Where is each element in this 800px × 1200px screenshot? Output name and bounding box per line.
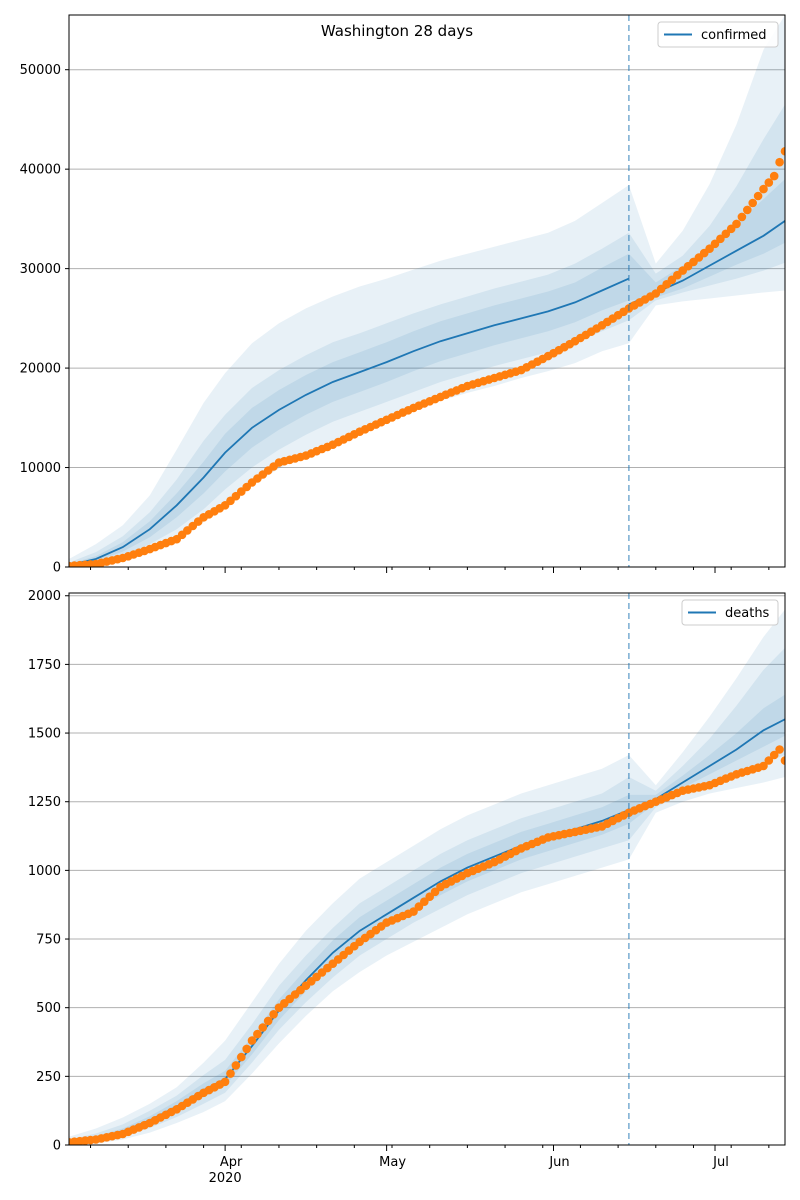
xtick-label: May: [379, 1155, 406, 1170]
xtick-label: Apr: [220, 1155, 243, 1170]
deaths-ytick-label: 1000: [28, 864, 61, 879]
deaths-observed-point: [780, 756, 785, 765]
deaths-legend: deaths: [681, 599, 779, 626]
confirmed-observed-point: [743, 205, 752, 215]
xtick-year-label: 2020: [209, 1171, 242, 1186]
confirmed-observed-point: [753, 191, 763, 201]
confirmed-plot-area: [69, 15, 785, 567]
confirmed-axes-frame: [68, 14, 786, 568]
confirmed-observed-point: [710, 239, 720, 249]
deaths-ytick-label: 1500: [28, 727, 61, 742]
confirmed-band-1: [69, 104, 785, 567]
xtick-label: Jun: [548, 1155, 569, 1170]
confirmed-observed-point: [737, 212, 747, 222]
confirmed-ytick-label: 0: [53, 561, 61, 576]
deaths-observed-point: [220, 1077, 230, 1087]
deaths-legend-label: deaths: [725, 606, 770, 621]
deaths-ytick-label: 2000: [28, 589, 61, 604]
confirmed-observed-point: [769, 171, 779, 181]
deaths-observed-point: [242, 1044, 251, 1054]
chart-title: Washington 28 days: [321, 22, 473, 40]
deaths-observed-point: [258, 1023, 268, 1032]
confirmed-ytick-label: 40000: [20, 163, 61, 178]
confirmed-legend-label: confirmed: [701, 28, 767, 43]
confirmed-observed-point: [732, 219, 741, 229]
confirmed-ytick-label: 10000: [20, 461, 61, 476]
confirmed-band-0: [69, 15, 785, 567]
deaths-ytick-label: 1250: [28, 795, 61, 810]
confirmed-panel: 0 10000 20000 30000 40000 50000 confirmed: [20, 14, 786, 576]
deaths-ytick-label: 0: [53, 1139, 61, 1154]
deaths-observed-point: [420, 897, 429, 906]
deaths-observed-point: [764, 756, 774, 765]
confirmed-observed-point: [780, 146, 785, 156]
confirmed-observed-point: [716, 234, 725, 244]
deaths-observed-point: [263, 1016, 273, 1026]
confirmed-observed-point: [721, 229, 731, 239]
confirmed-model-line: [69, 277, 630, 566]
deaths-observed-point: [769, 750, 779, 760]
deaths-axes-frame: [68, 592, 786, 1146]
xtick-label: Jul: [712, 1155, 729, 1170]
deaths-ytick-label: 500: [36, 1001, 61, 1016]
confirmed-ytick-label: 50000: [20, 63, 61, 78]
confirmed-observed-point: [748, 198, 757, 208]
deaths-observed-point: [237, 1052, 246, 1062]
deaths-ytick-label: 750: [36, 933, 61, 948]
confirmed-observed-point: [764, 178, 774, 187]
deaths-legend-box: [681, 599, 779, 626]
confirmed-legend: confirmed: [657, 21, 779, 48]
deaths-observed-point: [253, 1029, 262, 1039]
deaths-observed-point: [759, 761, 768, 771]
deaths-observed-point: [269, 1010, 278, 1019]
confirmed-observed-point: [775, 157, 784, 167]
deaths-observed-point: [247, 1036, 257, 1045]
deaths-ytick-label: 250: [36, 1070, 61, 1085]
confirmed-ytick-label: 30000: [20, 262, 61, 277]
deaths-band-0: [69, 609, 785, 1145]
confirmed-observed-point: [759, 184, 768, 194]
deaths-observed-point: [775, 745, 784, 754]
deaths-observed-point: [231, 1061, 241, 1070]
deaths-observed-point: [409, 907, 418, 916]
confirmed-legend-box: [657, 21, 779, 48]
deaths-ytick-label: 1750: [28, 658, 61, 673]
deaths-band-2: [69, 694, 785, 1144]
confirmed-ytick-label: 20000: [20, 362, 61, 377]
deaths-plot-area: [69, 609, 785, 1145]
deaths-observed-point: [226, 1069, 235, 1078]
confirmed-band-2: [69, 179, 785, 566]
